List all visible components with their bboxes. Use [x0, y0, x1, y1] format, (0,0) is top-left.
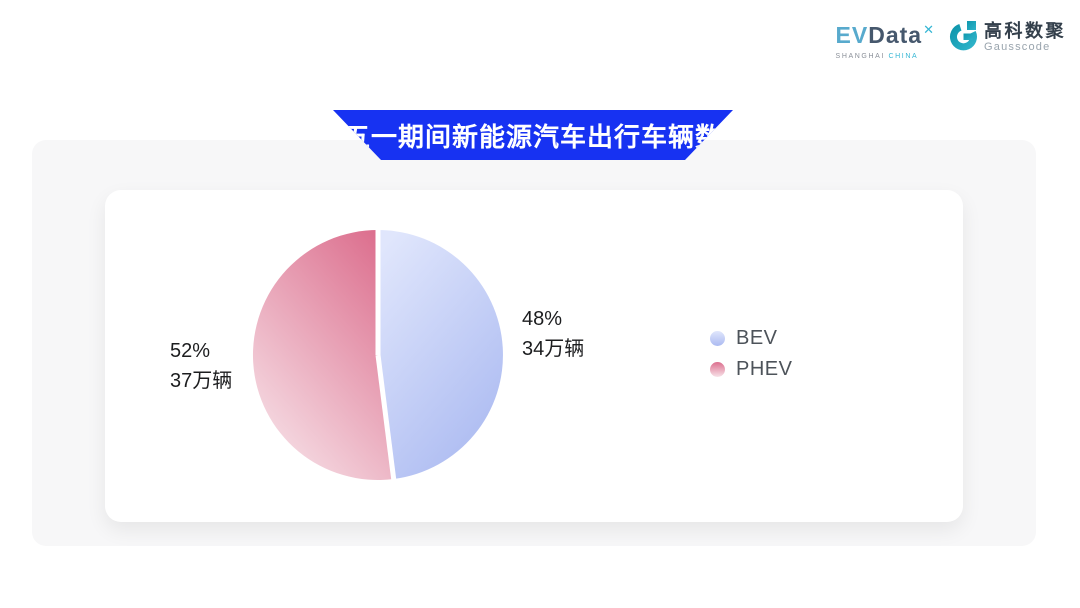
- page-title: 五一期间新能源汽车出行车辆数: [343, 121, 722, 152]
- chart-legend: BEV PHEV: [710, 324, 792, 383]
- header-logos: EVData✕ SHANGHAI CHINA 高科数聚 Gausscode: [836, 20, 1066, 61]
- bev-slice-label: 48% 34万辆: [522, 304, 584, 364]
- bev-percent-label: 48%: [522, 308, 563, 330]
- evdata-subtitle-china: CHINA: [888, 53, 919, 60]
- evdata-subtitle-shanghai: SHANGHAI: [835, 53, 885, 60]
- gausscode-text: 高科数聚 Gausscode: [984, 21, 1066, 54]
- chart-panel: 52% 37万辆 48% 34万辆 BEV PHEV: [32, 140, 1036, 546]
- legend-dot-phev: [710, 361, 725, 377]
- legend-dot-bev: [710, 330, 725, 346]
- phev-percent-label: 52%: [170, 340, 211, 362]
- slice-divider: [375, 354, 397, 484]
- evdata-wordmark: EVData✕: [835, 22, 935, 51]
- evdata-x-icon: ✕: [923, 22, 935, 37]
- pie-slice-phev[interactable]: [252, 229, 394, 480]
- pie-chart: [252, 226, 503, 484]
- evdata-data-text: Data: [868, 22, 923, 48]
- gausscode-en-name: Gausscode: [984, 40, 1051, 53]
- pie-slice-bev[interactable]: [378, 230, 503, 480]
- bev-value-label: 34万辆: [522, 338, 585, 360]
- gausscode-g-icon: [950, 21, 977, 51]
- legend-item-bev[interactable]: BEV: [710, 324, 792, 352]
- legend-label-bev: BEV: [736, 326, 778, 349]
- legend-label-phev: PHEV: [736, 357, 793, 380]
- legend-item-phev[interactable]: PHEV: [710, 355, 792, 383]
- chart-card: 52% 37万辆 48% 34万辆 BEV PHEV: [105, 190, 963, 522]
- phev-slice-label: 52% 37万辆: [170, 336, 232, 396]
- gausscode-logo: 高科数聚 Gausscode: [949, 20, 1066, 54]
- phev-value-label: 37万辆: [170, 370, 233, 392]
- evdata-ev-text: EV: [835, 22, 869, 48]
- title-banner: 五一期间新能源汽车出行车辆数: [333, 110, 733, 160]
- evdata-subtitle: SHANGHAI CHINA: [836, 53, 935, 60]
- evdata-logo: EVData✕ SHANGHAI CHINA: [836, 20, 935, 60]
- gausscode-cn-name: 高科数聚: [984, 20, 1066, 41]
